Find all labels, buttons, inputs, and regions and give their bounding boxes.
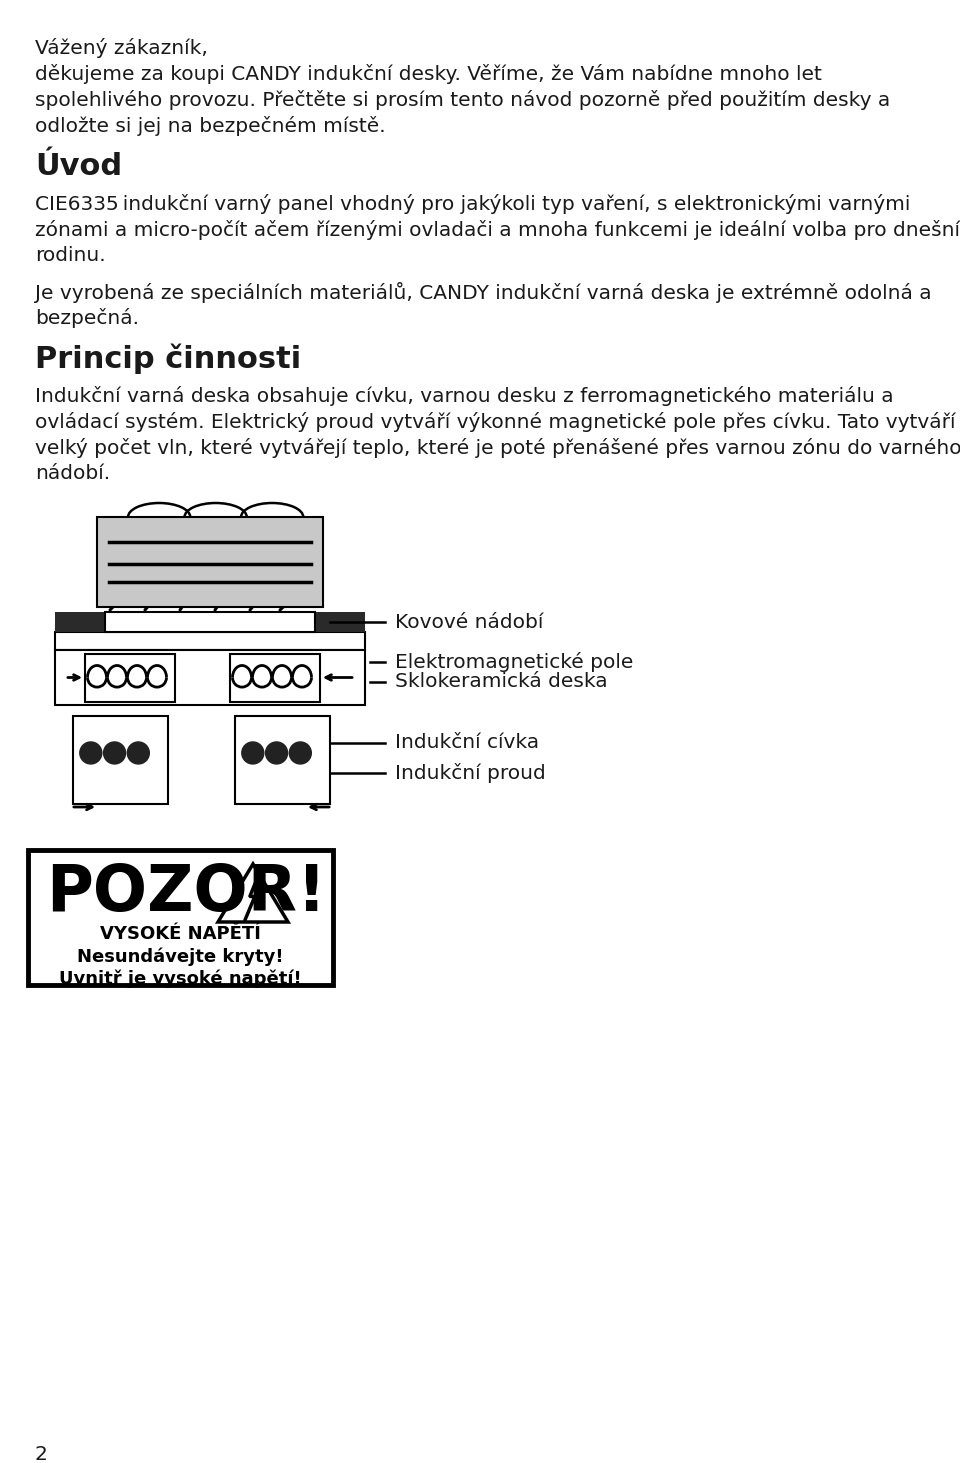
Text: Úvod: Úvod [35, 152, 122, 181]
Text: Elektromagnetické pole: Elektromagnetické pole [395, 651, 634, 672]
Text: Nesundávejte kryty!: Nesundávejte kryty! [77, 947, 284, 966]
Text: bezpečná.: bezpečná. [35, 309, 139, 328]
Text: Indukční proud: Indukční proud [395, 764, 545, 783]
Bar [105, 612, 315, 632]
Text: nádobí.: nádobí. [35, 464, 110, 483]
Text: odložte si jej na bezpečném místě.: odložte si jej na bezpečném místě. [35, 116, 386, 136]
Circle shape [128, 742, 150, 764]
Circle shape [104, 742, 126, 764]
Text: Princip činnosti: Princip činnosti [35, 344, 301, 375]
Circle shape [289, 742, 311, 764]
Bar [55, 632, 365, 650]
Text: Kovové nádobí: Kovové nádobí [395, 613, 543, 632]
Text: CIE6335 indukční varný panel vhodný pro jakýkoli typ vaření, s elektronickými va: CIE6335 indukční varný panel vhodný pro … [35, 195, 910, 214]
Text: velký počet vln, které vytvářejí teplo, které je poté přenášené přes varnou zónu: velký počet vln, které vytvářejí teplo, … [35, 437, 960, 458]
Bar [73, 715, 168, 805]
Bar [230, 654, 320, 701]
Circle shape [80, 742, 102, 764]
Circle shape [266, 742, 288, 764]
Text: rodinu.: rodinu. [35, 246, 106, 265]
Text: Indukční cívka: Indukční cívka [395, 733, 540, 752]
Bar [28, 850, 333, 985]
Bar [55, 650, 365, 705]
Text: děkujeme za koupi CANDY indukční desky. Věříme, že Vám nabídne mnoho let: děkujeme za koupi CANDY indukční desky. … [35, 64, 822, 83]
Circle shape [242, 742, 264, 764]
Text: Uvnitř je vysoké napětí!: Uvnitř je vysoké napětí! [60, 969, 301, 988]
Text: Indukční varná deska obsahuje cívku, varnou desku z ferromagnetického materiálu : Indukční varná deska obsahuje cívku, var… [35, 386, 894, 407]
Text: VYSOKÉ NAPĚTÍ: VYSOKÉ NAPĚTÍ [100, 925, 261, 944]
Text: zónami a micro-počít ačem řízenými ovladači a mnoha funkcemi je ideální volba pr: zónami a micro-počít ačem řízenými ovlad… [35, 219, 960, 240]
Text: Je vyrobená ze speciálních materiálů, CANDY indukční varná deska je extrémně odo: Je vyrobená ze speciálních materiálů, CA… [35, 282, 931, 303]
Bar [85, 654, 175, 701]
Bar [97, 516, 323, 607]
Bar [315, 612, 365, 632]
Text: ovládací systém. Elektrický proud vytváří výkonné magnetické pole přes cívku. Ta: ovládací systém. Elektrický proud vytvář… [35, 413, 955, 432]
Text: POZOR!: POZOR! [46, 862, 326, 925]
Text: spolehlivého provozu. Přečtěte si prosím tento návod pozorně před použitím desky: spolehlivého provozu. Přečtěte si prosím… [35, 91, 890, 110]
Text: Sklokeramická deska: Sklokeramická deska [395, 672, 608, 691]
Bar [55, 612, 105, 632]
Text: 2: 2 [35, 1445, 48, 1463]
Text: Vážený zákazník,: Vážený zákazník, [35, 38, 208, 59]
Bar [235, 715, 330, 805]
